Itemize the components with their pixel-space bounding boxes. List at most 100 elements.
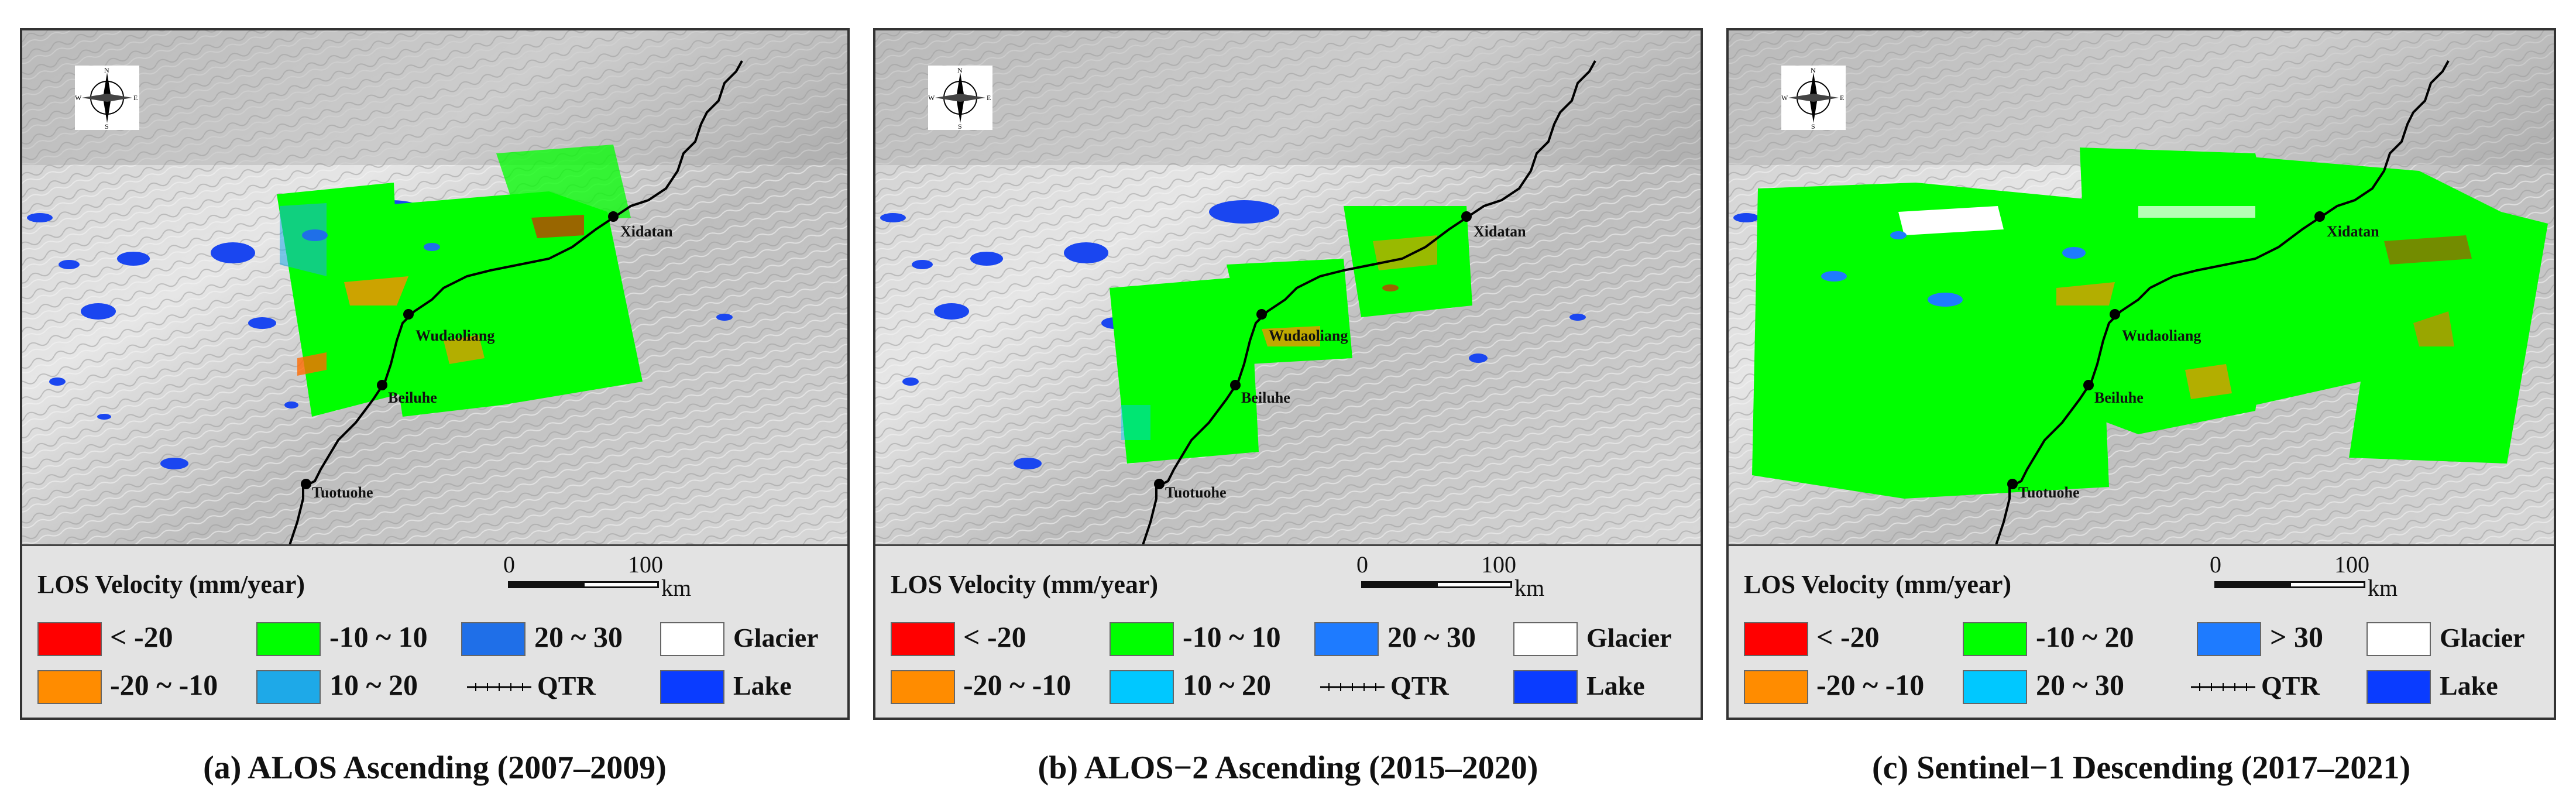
legend-label-10-20: 10 ~ 20 — [1183, 668, 1272, 701]
compass-e: E — [1840, 94, 1844, 102]
legend-swatch-lake — [660, 670, 724, 704]
place-beiluhe: Beiluhe — [388, 389, 437, 406]
legend-swatch-20-30 — [461, 622, 525, 656]
panel-c: Xidatan Wudaoliang Beiluhe Tuotuohe N S … — [1726, 28, 2556, 720]
panel-b: Xidatan Wudaoliang Beiluhe Tuotuohe N S … — [873, 28, 1703, 720]
scale-bar: 0 100 km — [2210, 551, 2398, 603]
legend-label-glacier: Glacier — [1586, 623, 1672, 653]
qtr-line-icon — [467, 683, 531, 691]
compass-w: W — [1781, 94, 1788, 102]
legend-swatch-lake — [2367, 670, 2431, 704]
place-xidatan: Xidatan — [2327, 223, 2379, 240]
compass-s: S — [105, 122, 109, 130]
panel-a: Xidatan Wudaoliang Beiluhe Tuotuohe N S … — [20, 28, 850, 720]
legend-label-lake: Lake — [2440, 671, 2498, 701]
map-c-svg: Xidatan Wudaoliang Beiluhe Tuotuohe — [1729, 30, 2554, 544]
place-tuotuohe: Tuotuohe — [312, 484, 373, 501]
map-a: Xidatan Wudaoliang Beiluhe Tuotuohe N S … — [22, 30, 847, 544]
compass-rose-icon: N S W E — [1781, 66, 1846, 130]
legend-label-neg20-neg10: -20 ~ -10 — [110, 668, 218, 701]
compass-n: N — [104, 66, 109, 74]
legend-label-glacier: Glacier — [733, 623, 819, 653]
scale-tick-100: 100 — [1481, 551, 1516, 578]
insar-coverage-c — [1752, 147, 2548, 499]
compass-s: S — [1811, 122, 1815, 130]
caption-c: (c) Sentinel−1 Descending (2017–2021) — [1871, 750, 2411, 786]
legend-b: LOS Velocity (mm/year) 0 100 km < -20 -1… — [875, 544, 1701, 718]
legend-label-20-30: 20 ~ 30 — [2036, 668, 2125, 701]
legend-a: LOS Velocity (mm/year) 0 100 km < -20 -1… — [22, 544, 847, 718]
qtr-railway — [288, 60, 743, 544]
legend-label-lt-neg20: < -20 — [1816, 620, 1880, 653]
legend-label-neg10-20: -10 ~ 20 — [2036, 620, 2134, 653]
legend-label-neg10-10: -10 ~ 10 — [329, 620, 428, 653]
legend-swatch-glacier — [660, 622, 724, 656]
legend-label-gt-30: > 30 — [2270, 620, 2323, 653]
legend-label-neg20-neg10: -20 ~ -10 — [963, 668, 1071, 701]
legend-swatch-20-30 — [1963, 670, 2027, 704]
legend-swatch-neg10-10 — [1110, 622, 1174, 656]
qtr-railway — [1142, 60, 1596, 544]
legend-swatch-lt-neg20 — [1744, 622, 1808, 656]
place-xidatan: Xidatan — [620, 223, 673, 240]
legend-swatch-neg10-10 — [256, 622, 321, 656]
scale-unit: km — [2368, 575, 2398, 601]
compass-n: N — [1811, 66, 1816, 74]
station-markers — [2007, 211, 2325, 489]
legend-swatch-20-30 — [1314, 622, 1379, 656]
legend-label-neg10-10: -10 ~ 10 — [1183, 620, 1281, 653]
legend-swatch-neg20-neg10 — [891, 670, 955, 704]
map-c: Xidatan Wudaoliang Beiluhe Tuotuohe N S … — [1729, 30, 2554, 544]
legend-title: LOS Velocity (mm/year) — [1744, 570, 2012, 599]
place-wudaoliang: Wudaoliang — [1269, 327, 1348, 344]
insar-coverage-b — [1110, 206, 1472, 464]
legend-label-lake: Lake — [733, 671, 792, 701]
compass-rose-icon: N S W E — [75, 66, 139, 130]
scale-tick-0: 0 — [1356, 551, 1368, 578]
legend-swatch-10-20 — [1110, 670, 1174, 704]
qtr-line-icon — [1320, 683, 1385, 691]
legend-swatch-neg20-neg10 — [1744, 670, 1808, 704]
legend-label-20-30: 20 ~ 30 — [534, 620, 623, 653]
compass-n: N — [957, 66, 963, 74]
caption-b: (b) ALOS−2 Ascending (2015–2020) — [1038, 750, 1538, 786]
place-tuotuohe: Tuotuohe — [1165, 484, 1227, 501]
compass-w: W — [928, 94, 935, 102]
scale-bar: 0 100 km — [503, 551, 691, 603]
place-tuotuohe: Tuotuohe — [2018, 484, 2080, 501]
legend-title: LOS Velocity (mm/year) — [891, 570, 1159, 599]
scale-unit: km — [1514, 575, 1545, 601]
legend-label-glacier: Glacier — [2440, 623, 2525, 653]
scale-tick-100: 100 — [2334, 551, 2369, 578]
legend-label-lt-neg20: < -20 — [963, 620, 1026, 653]
compass-rose-icon: N S W E — [928, 66, 992, 130]
station-markers — [301, 211, 619, 489]
legend-title: LOS Velocity (mm/year) — [37, 570, 305, 599]
compass-e: E — [987, 94, 991, 102]
legend-swatch-glacier — [2367, 622, 2431, 656]
place-wudaoliang: Wudaoliang — [2122, 327, 2201, 344]
compass-w: W — [75, 94, 82, 102]
compass-e: E — [133, 94, 138, 102]
scale-tick-100: 100 — [628, 551, 663, 578]
legend-swatch-neg20-neg10 — [37, 670, 102, 704]
caption-a: (a) ALOS Ascending (2007–2009) — [203, 750, 667, 786]
place-wudaoliang: Wudaoliang — [415, 327, 494, 344]
map-a-svg: Xidatan Wudaoliang Beiluhe Tuotuohe — [22, 30, 847, 544]
map-b: Xidatan Wudaoliang Beiluhe Tuotuohe N S … — [875, 30, 1701, 544]
legend-swatch-glacier — [1513, 622, 1578, 656]
place-xidatan: Xidatan — [1474, 223, 1526, 240]
insar-coverage-a — [277, 145, 643, 417]
legend-label-20-30: 20 ~ 30 — [1387, 620, 1476, 653]
legend-label-lake: Lake — [1586, 671, 1645, 701]
scale-tick-0: 0 — [503, 551, 515, 578]
map-b-svg: Xidatan Wudaoliang Beiluhe Tuotuohe — [875, 30, 1701, 544]
scale-bar: 0 100 km — [1356, 551, 1544, 603]
qtr-railway — [1995, 60, 2450, 544]
scale-tick-0: 0 — [2210, 551, 2221, 578]
legend-label-qtr: QTR — [2261, 671, 2320, 701]
legend-swatch-lake — [1513, 670, 1578, 704]
legend-swatch-neg10-20 — [1963, 622, 2027, 656]
legend-label-qtr: QTR — [537, 671, 596, 701]
place-beiluhe: Beiluhe — [1241, 389, 1290, 406]
